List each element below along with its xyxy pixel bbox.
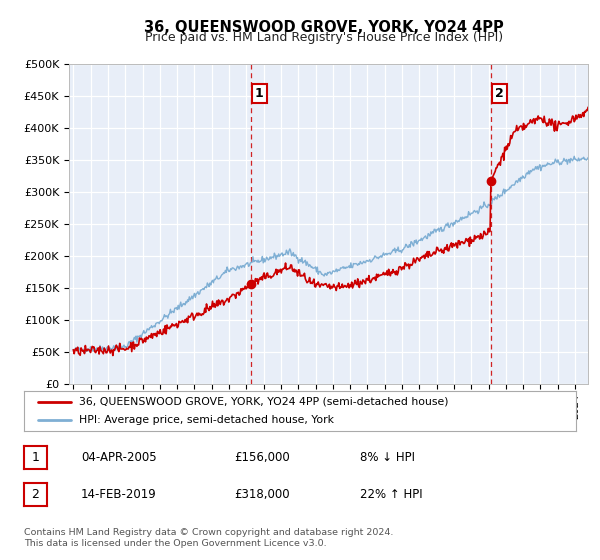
Text: 36, QUEENSWOOD GROVE, YORK, YO24 4PP (semi-detached house): 36, QUEENSWOOD GROVE, YORK, YO24 4PP (se… bbox=[79, 397, 449, 407]
Text: 14-FEB-2019: 14-FEB-2019 bbox=[81, 488, 157, 501]
Text: 2: 2 bbox=[31, 488, 40, 501]
Text: Price paid vs. HM Land Registry's House Price Index (HPI): Price paid vs. HM Land Registry's House … bbox=[145, 31, 503, 44]
Text: £156,000: £156,000 bbox=[234, 451, 290, 464]
Text: £318,000: £318,000 bbox=[234, 488, 290, 501]
Text: HPI: Average price, semi-detached house, York: HPI: Average price, semi-detached house,… bbox=[79, 416, 334, 425]
Text: 1: 1 bbox=[31, 451, 40, 464]
Text: 36, QUEENSWOOD GROVE, YORK, YO24 4PP: 36, QUEENSWOOD GROVE, YORK, YO24 4PP bbox=[144, 20, 504, 35]
Text: 1: 1 bbox=[255, 87, 263, 100]
Text: 8% ↓ HPI: 8% ↓ HPI bbox=[360, 451, 415, 464]
Text: Contains HM Land Registry data © Crown copyright and database right 2024.
This d: Contains HM Land Registry data © Crown c… bbox=[24, 528, 394, 548]
Text: 04-APR-2005: 04-APR-2005 bbox=[81, 451, 157, 464]
Text: 2: 2 bbox=[495, 87, 503, 100]
Text: 22% ↑ HPI: 22% ↑ HPI bbox=[360, 488, 422, 501]
